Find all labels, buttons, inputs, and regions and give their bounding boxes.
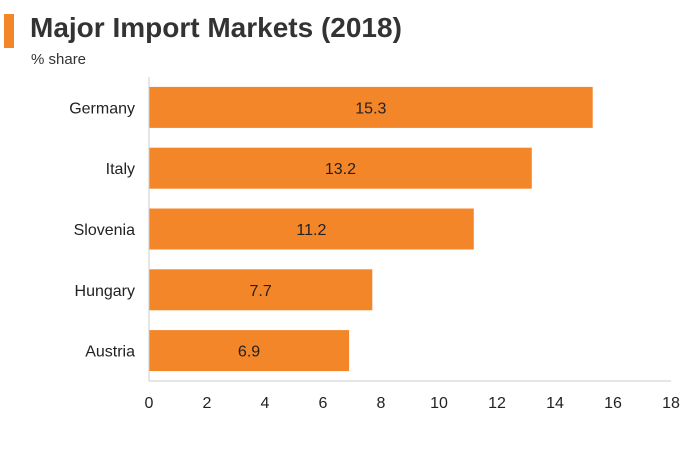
title-accent-bar: [4, 14, 14, 48]
data-label: 7.7: [250, 283, 272, 300]
axes-layer: Germany Italy Slovenia Hungary Austria 0 2 4 6 8 1…: [69, 77, 680, 412]
category-label: Slovenia: [74, 222, 135, 239]
x-tick-label: 4: [261, 395, 270, 412]
x-tick-label: 0: [145, 395, 154, 412]
data-label: 13.2: [325, 161, 356, 178]
data-label: 15.3: [355, 100, 386, 117]
chart-subtitle: % share: [31, 51, 87, 68]
data-label: 11.2: [296, 222, 326, 239]
x-tick-label: 6: [319, 395, 328, 412]
data-label: 6.9: [238, 344, 260, 361]
x-tick-label: 10: [430, 395, 448, 412]
bar-italy: [149, 147, 532, 189]
category-label: Germany: [69, 100, 135, 117]
category-label: Hungary: [75, 283, 135, 300]
x-tick-label: 8: [377, 395, 386, 412]
bar-austria: [149, 330, 350, 372]
category-label: Austria: [85, 344, 135, 361]
category-label: Italy: [106, 161, 135, 178]
bar-germany: [149, 86, 593, 128]
x-tick-label: 12: [488, 395, 506, 412]
x-tick-label: 2: [203, 395, 212, 412]
x-tick-label: 14: [546, 395, 564, 412]
chart-title: Major Import Markets (2018): [30, 12, 402, 43]
bar-hungary: [149, 269, 373, 311]
x-tick-label: 16: [604, 395, 622, 412]
bars-layer: 15.3 13.2 11.2 7.7 6.9: [149, 86, 593, 372]
x-tick-label: 18: [662, 395, 680, 412]
bar-slovenia: [149, 208, 474, 250]
